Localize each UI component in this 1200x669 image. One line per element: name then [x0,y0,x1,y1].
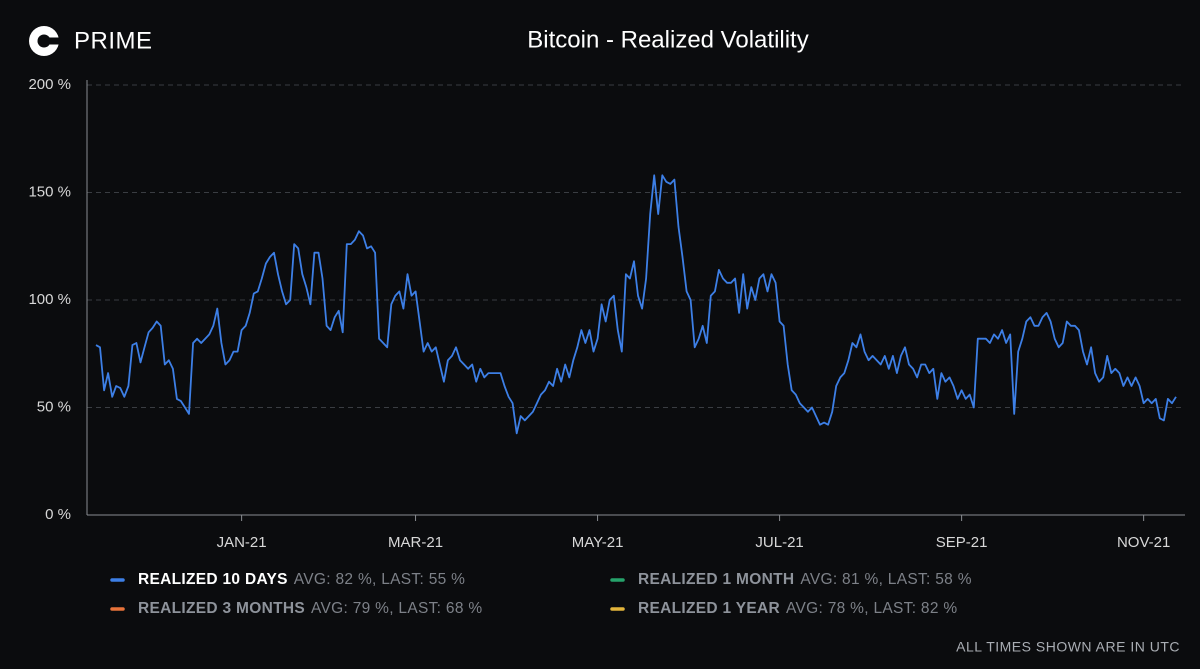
y-tick-label: 150 % [28,183,71,200]
x-tick-label: JUL-21 [755,534,803,551]
legend-name: REALIZED 3 MONTHS [138,600,305,617]
y-tick-label: 200 % [28,76,71,93]
legend-name: REALIZED 1 YEAR [638,600,780,617]
legend-label: REALIZED 10 DAYS AVG: 82 %, LAST: 55 % [138,571,465,588]
legend-name: REALIZED 10 DAYS [138,571,288,588]
legend-item[interactable]: REALIZED 10 DAYS AVG: 82 %, LAST: 55 % [110,571,465,588]
legend-name: REALIZED 1 MONTH [638,571,794,588]
logo-cut [44,37,61,45]
legend-stats: AVG: 82 %, LAST: 55 % [294,571,465,588]
legend-label: REALIZED 1 YEAR AVG: 78 %, LAST: 82 % [638,600,957,617]
legend-stats: AVG: 78 %, LAST: 82 % [786,600,957,617]
x-tick-label: SEP-21 [936,534,988,551]
y-tick-label: 50 % [37,398,71,415]
series-line [95,174,1177,435]
x-tick-label: NOV-21 [1117,534,1170,551]
brand: PRIME [74,27,153,54]
legend-label: REALIZED 3 MONTHS AVG: 79 %, LAST: 68 % [138,600,482,617]
y-tick-label: 100 % [28,291,71,308]
legend-label: REALIZED 1 MONTH AVG: 81 %, LAST: 58 % [638,571,972,588]
y-tick-label: 0 % [45,506,71,523]
legend-item[interactable]: REALIZED 1 YEAR AVG: 78 %, LAST: 82 % [610,600,957,617]
legend-stats: AVG: 79 %, LAST: 68 % [311,600,482,617]
x-tick-label: JAN-21 [217,534,267,551]
chart-title: Bitcoin - Realized Volatility [527,26,808,53]
logo: PRIME [29,26,153,56]
x-tick-label: MAR-21 [388,534,443,551]
legend-stats: AVG: 81 %, LAST: 58 % [800,571,971,588]
legend-item[interactable]: REALIZED 1 MONTH AVG: 81 %, LAST: 58 % [610,571,972,588]
x-tick-label: MAY-21 [572,534,624,551]
footer-note: ALL TIMES SHOWN ARE IN UTC [956,639,1180,655]
legend-item[interactable]: REALIZED 3 MONTHS AVG: 79 %, LAST: 68 % [110,600,482,617]
